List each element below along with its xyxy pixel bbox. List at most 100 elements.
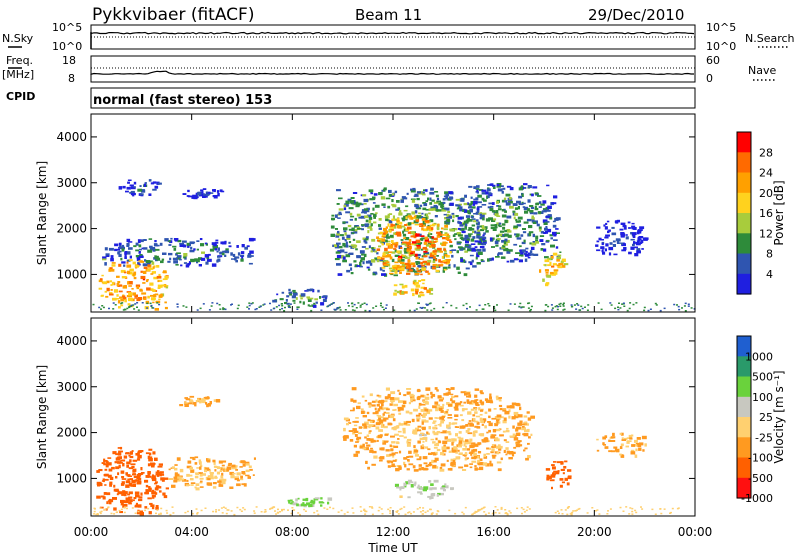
ground-scatter-cell [628, 307, 631, 310]
ground-scatter-cell [415, 308, 418, 310]
heatmap-cell-r4 [367, 268, 371, 271]
heatmap-cell-r2 [148, 179, 152, 182]
heatmap-cell-r3 [351, 387, 357, 391]
heatmap-cell-r3 [457, 449, 460, 452]
heatmap-cell-r3 [396, 441, 399, 444]
ground-scatter-cell [455, 307, 458, 309]
heatmap-cell-r0 [159, 474, 165, 476]
heatmap-cell-r3 [424, 396, 430, 400]
heatmap-cell-r0 [131, 479, 136, 484]
heatmap-cell-r0 [140, 472, 145, 474]
ground-scatter-cell [218, 509, 220, 511]
ground-scatter-cell [151, 307, 154, 309]
heatmap-cell-r0 [153, 243, 158, 247]
heatmap-cell-r3 [464, 392, 468, 396]
heatmap-cell-r7 [517, 216, 523, 220]
heatmap-cell-r10 [287, 305, 291, 308]
heatmap-cell-r4 [421, 237, 426, 240]
heatmap-cell-r1 [242, 461, 245, 464]
nave-tick-bottom: 0 [706, 72, 713, 85]
heatmap-cell-r3 [485, 437, 488, 439]
ground-scatter-cell [204, 507, 207, 509]
heatmap-cell-r3 [498, 399, 502, 402]
ground-scatter-cell [101, 305, 104, 307]
ground-scatter-cell [655, 304, 658, 306]
heatmap-cell-r7 [462, 209, 465, 212]
heatmap-cell-r4 [364, 211, 367, 214]
ground-scatter-cell [422, 510, 425, 512]
heatmap-cell-r9 [596, 249, 601, 252]
ground-scatter-cell [423, 307, 426, 309]
heatmap-cell-r3 [505, 441, 510, 443]
heatmap-cell-r4 [338, 238, 341, 241]
heatmap-cell-r4 [460, 257, 463, 260]
heatmap-cell-r7 [512, 203, 518, 206]
ground-scatter-cell [429, 302, 432, 304]
heatmap-cell-r4 [407, 222, 412, 226]
heatmap-cell-r4 [437, 209, 442, 212]
heatmap-cell-r3 [521, 426, 525, 428]
heatmap-cell-r1 [164, 275, 169, 279]
heatmap-cell-r5 [397, 268, 403, 270]
ground-scatter-cell [562, 303, 565, 306]
heatmap-cell-r2 [208, 403, 211, 407]
heatmap-cell-r0 [158, 463, 163, 466]
heatmap-cell-r7 [461, 230, 466, 234]
heatmap-cell-r0 [129, 478, 134, 480]
heatmap-cell-r7 [457, 227, 461, 230]
heatmap-cell-r0 [121, 478, 127, 480]
heatmap-cell-r7 [504, 233, 509, 237]
noise-left-tick-bottom: 10^0 [52, 40, 82, 53]
heatmap-cell-r7 [521, 193, 524, 197]
heatmap-cell-r4 [346, 237, 351, 240]
heatmap-cell-r0 [183, 262, 187, 264]
ground-scatter-cell [365, 303, 368, 306]
heatmap-cell-r1 [102, 281, 108, 285]
heatmap-cell-r10 [322, 298, 327, 302]
heatmap-cell-r3 [420, 394, 424, 398]
heatmap-cell-r3 [390, 460, 394, 464]
heatmap-cell-r1 [195, 487, 200, 491]
heatmap-cell-r7 [494, 226, 498, 229]
heatmap-cell-r0 [117, 472, 120, 476]
heatmap-cell-r1 [216, 471, 220, 475]
heatmap-cell-r0 [132, 473, 136, 476]
ground-scatter-cell [208, 309, 211, 311]
heatmap-cell-r3 [368, 424, 374, 427]
heatmap-cell-r7 [562, 472, 565, 475]
heatmap-cell-r0 [111, 466, 115, 470]
heatmap-cell-r4 [419, 492, 423, 495]
heatmap-cell-r7 [518, 202, 522, 204]
heatmap-cell-r4 [457, 271, 461, 274]
heatmap-cell-r3 [451, 396, 455, 399]
heatmap-cell-r4 [345, 200, 350, 204]
heatmap-cell-r7 [457, 220, 460, 224]
heatmap-cell-r0 [138, 255, 144, 258]
heatmap-cell-r7 [505, 202, 511, 206]
heatmap-cell-r5 [408, 252, 411, 256]
heatmap-cell-r5 [300, 503, 305, 507]
heatmap-cell-r0 [172, 245, 177, 248]
heatmap-cell-r4 [386, 236, 390, 239]
heatmap-cell-r4 [442, 266, 448, 270]
heatmap-cell-r4 [422, 202, 427, 204]
ground-scatter-cell [610, 304, 613, 306]
heatmap-cell-r0 [145, 452, 150, 455]
heatmap-cell-r3 [506, 405, 511, 409]
heatmap-cell-r0 [126, 245, 130, 247]
heatmap-cell-r4 [365, 238, 369, 241]
heatmap-cell-r3 [397, 408, 401, 412]
heatmap-cell-r7 [497, 253, 500, 256]
heatmap-cell-r4 [365, 236, 369, 239]
heatmap-cell-r1 [158, 294, 163, 298]
heatmap-cell-r7 [551, 464, 555, 467]
heatmap-cell-r1 [244, 461, 250, 464]
heatmap-cell-r7 [522, 202, 526, 205]
heatmap-cell-r3 [503, 449, 506, 453]
ground-scatter-cell [475, 309, 478, 311]
ground-scatter-cell [417, 302, 420, 304]
heatmap-cell-r3 [512, 433, 516, 437]
heatmap-cell-r0 [159, 490, 162, 493]
ground-scatter-cell [570, 304, 573, 306]
heatmap-cell-r4 [423, 203, 428, 207]
